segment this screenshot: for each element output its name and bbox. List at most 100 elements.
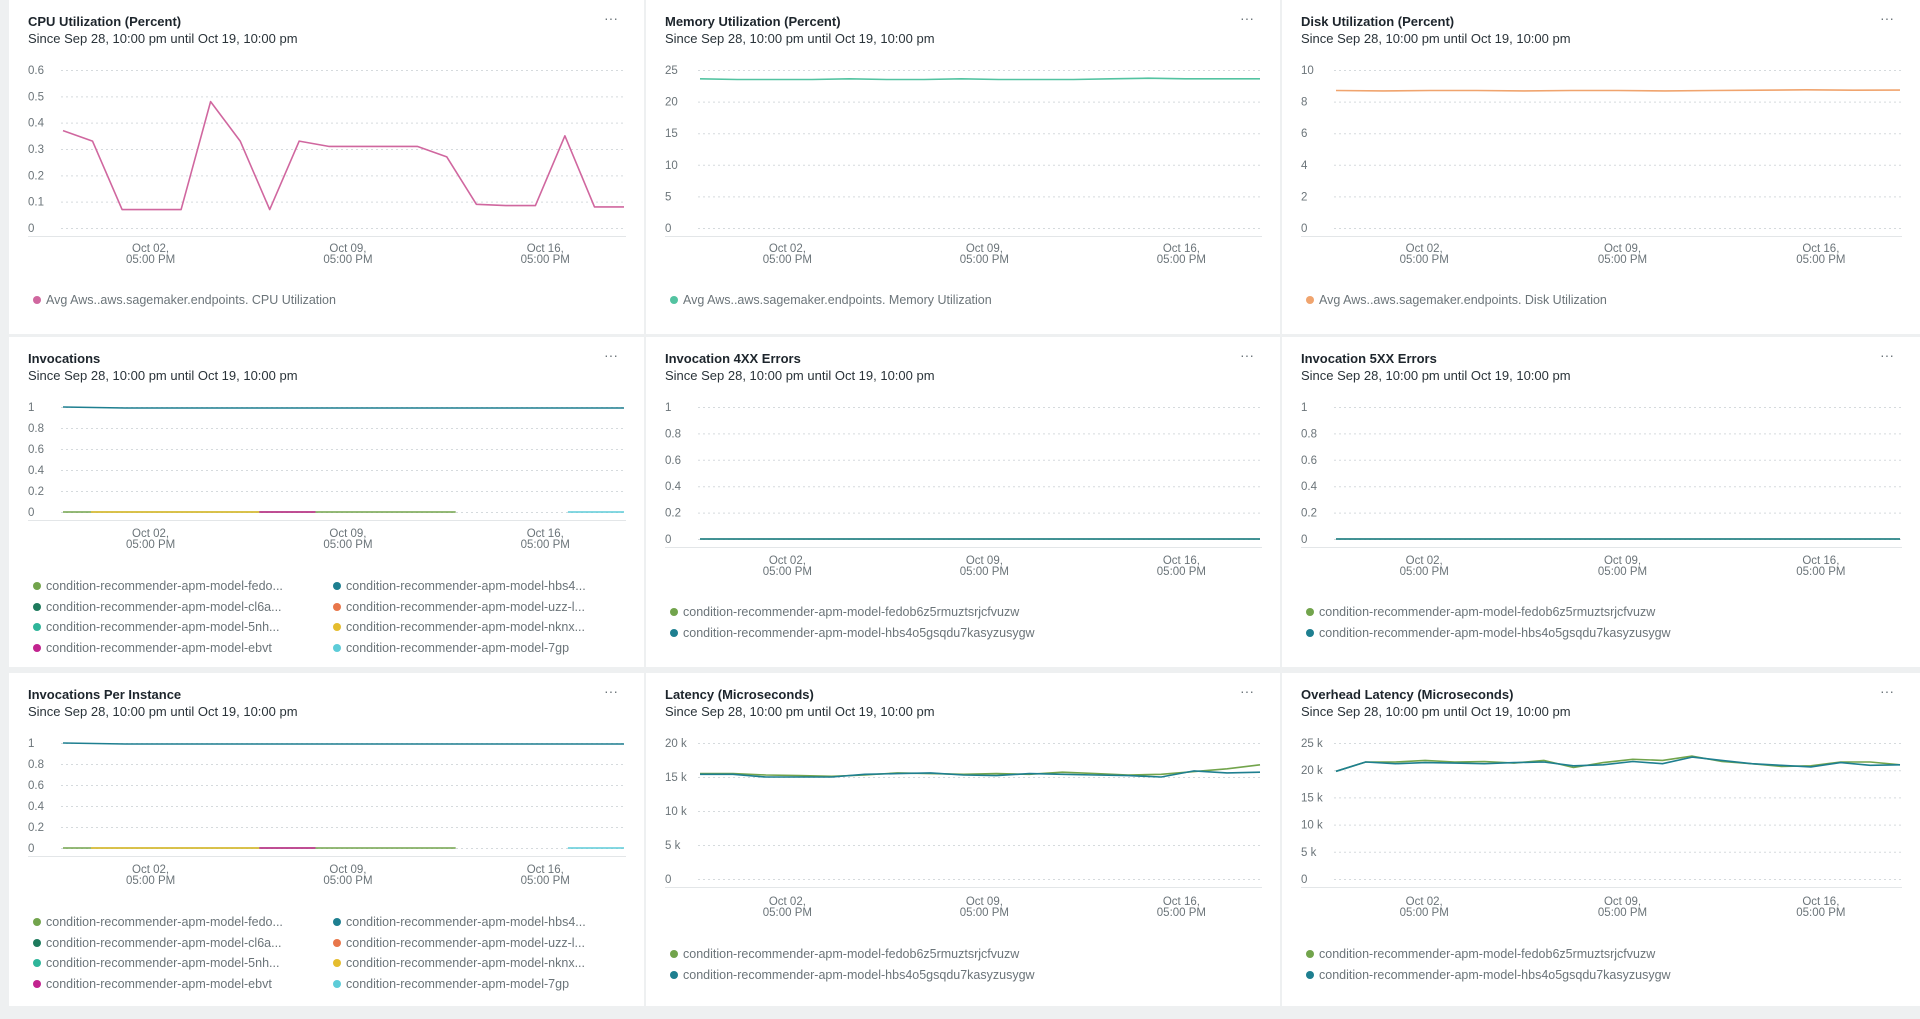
y-tick-label: 0.6 — [28, 444, 44, 456]
legend-dot-icon — [333, 979, 341, 988]
legend-label: condition-recommender-apm-model-nknx... — [346, 620, 585, 634]
legend-label: condition-recommender-apm-model-hbs4... — [346, 579, 586, 593]
series-line[interactable] — [1335, 756, 1901, 773]
y-tick-label: 0.5 — [28, 91, 44, 103]
x-tick-label: 05:00 PM — [1157, 566, 1206, 578]
legend-label: condition-recommender-apm-model-5nh... — [46, 620, 280, 634]
series-line[interactable] — [62, 406, 624, 409]
more-options-button[interactable]: ··· — [1880, 10, 1894, 26]
y-tick-label: 2 — [1301, 191, 1307, 203]
more-options-button[interactable]: ··· — [1240, 10, 1254, 26]
legend-item[interactable]: condition-recommender-apm-model-5nh... — [33, 956, 325, 970]
y-tick-label: 1 — [665, 402, 671, 414]
legend-label: condition-recommender-apm-model-fedo... — [46, 579, 283, 593]
more-options-button[interactable]: ··· — [604, 347, 618, 363]
legend-item[interactable]: condition-recommender-apm-model-hbs4o5gs… — [1306, 626, 1866, 640]
x-tick-label: 05:00 PM — [1400, 254, 1449, 266]
panel-subtitle: Since Sep 28, 10:00 pm until Oct 19, 10:… — [28, 368, 298, 383]
legend-item[interactable]: condition-recommender-apm-model-7gp — [333, 641, 625, 655]
series-line[interactable] — [62, 742, 624, 745]
panel-title: Invocations Per Instance — [28, 687, 182, 702]
legend-dot-icon — [333, 938, 341, 947]
more-options-button[interactable]: ··· — [1880, 683, 1894, 699]
y-tick-label: 25 k — [1301, 738, 1323, 750]
panel-subtitle: Since Sep 28, 10:00 pm until Oct 19, 10:… — [665, 31, 935, 46]
x-tick-label: 05:00 PM — [1598, 566, 1647, 578]
legend-label: condition-recommender-apm-model-cl6a... — [46, 599, 282, 614]
x-tick-label: 05:00 PM — [1796, 254, 1845, 266]
x-tick-label: Oct 09, — [1604, 243, 1641, 255]
legend-dot-icon — [1306, 950, 1314, 958]
more-options-button[interactable]: ··· — [1240, 683, 1254, 699]
x-tick-label: Oct 02, — [132, 243, 169, 255]
legend-label: Avg Aws..aws.sagemaker.endpoints. Disk U… — [1319, 293, 1607, 307]
panel-subtitle: Since Sep 28, 10:00 pm until Oct 19, 10:… — [1301, 368, 1571, 383]
y-tick-label: 25 — [665, 65, 678, 77]
y-tick-label: 5 k — [665, 840, 681, 852]
y-tick-label: 4 — [1301, 160, 1308, 172]
legend-item[interactable]: condition-recommender-apm-model-hbs4... — [333, 579, 625, 593]
series-line[interactable] — [700, 770, 1261, 778]
y-tick-label: 0 — [1301, 874, 1307, 886]
legend-label: condition-recommender-apm-model-fedo... — [46, 915, 283, 929]
x-tick-label: 05:00 PM — [1400, 907, 1449, 919]
legend-item[interactable]: condition-recommender-apm-model-5nh... — [33, 620, 325, 634]
more-options-button[interactable]: ··· — [604, 683, 618, 699]
series-line[interactable] — [62, 100, 624, 211]
legend-item[interactable]: condition-recommender-apm-model-fedob6z5… — [670, 947, 1230, 961]
panel-invocations: Invocations Since Sep 28, 10:00 pm until… — [9, 337, 644, 667]
legend-item[interactable]: condition-recommender-apm-model-fedo... — [33, 579, 325, 593]
panel-title: Latency (Microseconds) — [665, 687, 814, 702]
legend-item[interactable]: condition-recommender-apm-model-hbs4o5gs… — [670, 626, 1230, 640]
y-tick-label: 0.4 — [28, 465, 45, 477]
y-tick-label: 0.8 — [1301, 428, 1317, 440]
y-tick-label: 0.2 — [28, 170, 44, 182]
legend-item[interactable]: condition-recommender-apm-model-hbs4... — [333, 915, 625, 929]
legend-item[interactable]: condition-recommender-apm-model-uzz-l... — [333, 600, 625, 614]
legend-item[interactable]: condition-recommender-apm-model-fedo... — [33, 915, 325, 929]
y-tick-label: 15 k — [665, 772, 687, 784]
legend-item[interactable]: condition-recommender-apm-model-uzz-l... — [333, 936, 625, 950]
x-tick-label: Oct 09, — [966, 555, 1003, 567]
legend-item[interactable]: condition-recommender-apm-model-hbs4o5gs… — [1306, 968, 1866, 982]
legend-item[interactable]: Avg Aws..aws.sagemaker.endpoints. Memory… — [670, 293, 1230, 307]
legend-item[interactable]: condition-recommender-apm-model-fedob6z5… — [1306, 947, 1866, 961]
series-line[interactable] — [700, 764, 1261, 778]
y-tick-label: 0.2 — [28, 822, 44, 834]
series-line[interactable] — [1335, 89, 1901, 92]
legend-item[interactable]: condition-recommender-apm-model-hbs4o5gs… — [670, 968, 1230, 982]
series-line[interactable] — [699, 77, 1260, 81]
panel-subtitle: Since Sep 28, 10:00 pm until Oct 19, 10:… — [665, 368, 935, 383]
panel-subtitle: Since Sep 28, 10:00 pm until Oct 19, 10:… — [1301, 704, 1571, 719]
legend-item[interactable]: condition-recommender-apm-model-nknx... — [333, 620, 625, 634]
legend-label: condition-recommender-apm-model-hbs4... — [346, 915, 586, 929]
legend-item[interactable]: condition-recommender-apm-model-ebvt — [33, 641, 325, 655]
more-options-button[interactable]: ··· — [1880, 347, 1894, 363]
legend-item[interactable]: condition-recommender-apm-model-nknx... — [333, 956, 625, 970]
more-options-button[interactable]: ··· — [1240, 347, 1254, 363]
legend-item[interactable]: condition-recommender-apm-model-7gp — [333, 977, 625, 991]
y-tick-label: 20 k — [1301, 765, 1323, 777]
y-tick-label: 20 — [665, 97, 678, 109]
x-tick-label: 05:00 PM — [126, 254, 175, 266]
legend-item[interactable]: condition-recommender-apm-model-cl6a... — [33, 600, 325, 614]
more-options-button[interactable]: ··· — [604, 10, 618, 26]
legend-item[interactable]: Avg Aws..aws.sagemaker.endpoints. CPU Ut… — [33, 293, 593, 307]
legend-item[interactable]: condition-recommender-apm-model-fedob6z5… — [1306, 605, 1866, 619]
legend-dot-icon — [1306, 628, 1314, 637]
y-tick-label: 0 — [665, 874, 671, 886]
legend-label: condition-recommender-apm-model-nknx... — [346, 956, 585, 970]
y-tick-label: 0.4 — [28, 118, 45, 130]
y-tick-label: 0.8 — [665, 428, 681, 440]
panel-invocation-5xx-errors: Invocation 5XX Errors Since Sep 28, 10:0… — [1282, 337, 1920, 667]
legend-item[interactable]: condition-recommender-apm-model-cl6a... — [33, 936, 325, 950]
legend-item[interactable]: Avg Aws..aws.sagemaker.endpoints. Disk U… — [1306, 293, 1866, 307]
y-tick-label: 0.2 — [28, 486, 44, 498]
legend-dot-icon — [333, 602, 341, 611]
y-tick-label: 0.4 — [1301, 481, 1318, 493]
legend-item[interactable]: condition-recommender-apm-model-fedob6z5… — [670, 605, 1230, 619]
y-tick-label: 20 k — [665, 738, 687, 750]
legend-item[interactable]: condition-recommender-apm-model-ebvt — [33, 977, 325, 991]
x-tick-label: 05:00 PM — [521, 254, 570, 266]
